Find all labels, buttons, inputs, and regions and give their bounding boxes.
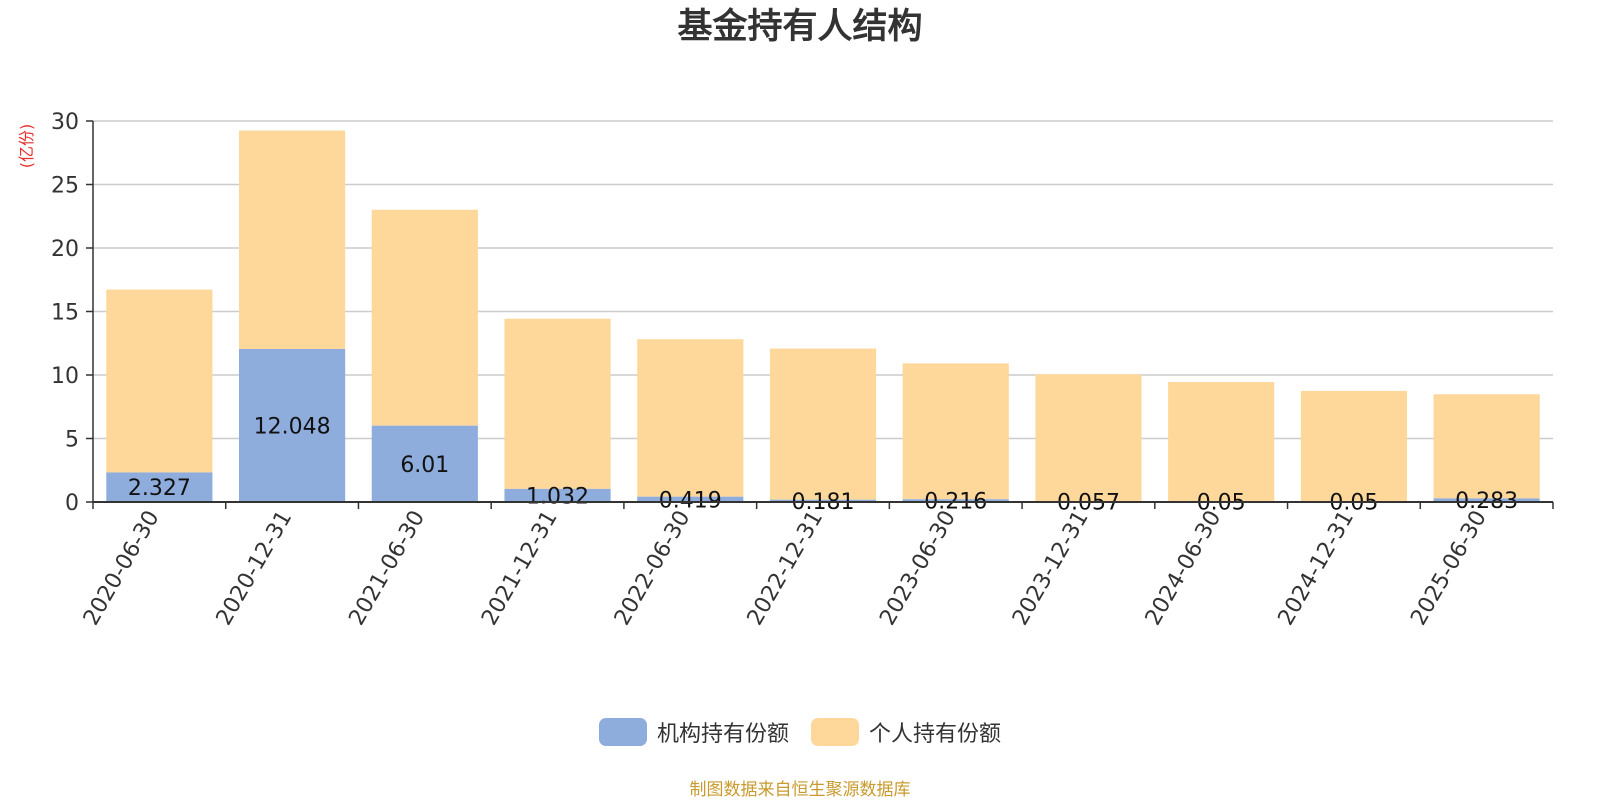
x-tick-label: 2023-12-31 [1008,507,1094,630]
bar-institutional-2022-12-31 [769,499,877,502]
bar-individual-2022-06-30 [637,339,744,497]
legend-swatch [598,718,647,746]
y-tick-label: 25 [51,174,79,199]
data-label-institutional: 0.05 [1197,491,1246,516]
x-tick-label: 2024-12-31 [1274,507,1360,630]
x-tick-label: 2021-06-30 [344,507,430,630]
bar-institutional-2020-12-31 [239,348,346,502]
legend-label: 个人持有份额 [869,722,1002,747]
bar-individual-2023-12-31 [1035,374,1142,502]
bar-individual-2025-06-30 [1433,394,1540,499]
bar-individual-2021-12-31 [504,318,611,489]
x-tick-label: 2021-12-31 [477,507,563,630]
bar-individual-2024-06-30 [1168,381,1275,502]
data-label-institutional: 12.048 [254,414,331,439]
x-tick-label: 2022-12-31 [743,507,829,630]
y-axis-title: (亿份) [17,124,36,169]
data-label-institutional: 0.057 [1057,491,1120,516]
data-label-institutional: 1.032 [526,484,589,509]
bar-institutional-2022-06-30 [637,496,744,502]
bar-institutional-2021-06-30 [371,425,478,502]
y-tick-label: 20 [51,237,79,262]
y-tick-label: 30 [51,110,79,135]
x-tick-label: 2020-06-30 [79,507,165,630]
bar-individual-2021-06-30 [371,209,478,426]
bar-individual-2023-06-30 [902,363,1009,500]
legend-label: 机构持有份额 [656,722,789,747]
bar-individual-2020-06-30 [106,289,213,473]
data-label-institutional: 6.01 [400,453,449,478]
data-label-institutional: 0.419 [659,488,722,513]
bar-institutional-2023-06-30 [902,499,1009,502]
legend: 机构持有份额 个人持有份额 [0,716,1600,748]
y-tick-label: 0 [65,491,79,516]
bar-individual-2022-12-31 [769,348,877,500]
chart-title: 基金持有人结构 [677,7,923,47]
bar-institutional-2025-06-30 [1433,498,1540,502]
bar-individual-2020-12-31 [239,130,346,349]
y-tick-label: 15 [51,301,79,326]
x-tick-label: 2020-12-31 [212,507,298,630]
bar-institutional-2021-12-31 [504,488,611,502]
legend-item[interactable]: 机构持有份额 [598,716,789,748]
x-tick-label: 2022-06-30 [610,507,696,630]
data-label-institutional: 2.327 [128,476,191,501]
source-note: 制图数据来自恒生聚源数据库 [689,780,911,800]
legend-item[interactable]: 个人持有份额 [811,716,1001,748]
y-tick-label: 10 [51,364,79,389]
y-tick-label: 5 [65,428,79,453]
x-tick-label: 2025-06-30 [1406,507,1492,630]
bar-individual-2024-12-31 [1300,390,1407,502]
legend-swatch [811,718,859,746]
x-tick-label: 2023-06-30 [875,507,961,630]
x-tick-label: 2024-06-30 [1141,507,1227,630]
data-label-institutional: 0.05 [1329,491,1378,516]
bar-institutional-2020-06-30 [106,472,213,502]
